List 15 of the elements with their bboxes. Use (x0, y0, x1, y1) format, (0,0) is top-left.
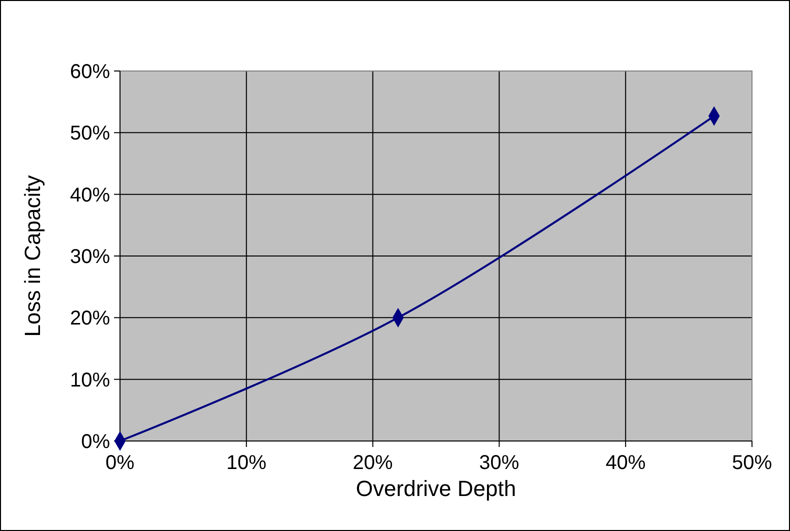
y-tick-label: 10% (70, 369, 110, 392)
y-tick-label: 50% (70, 122, 110, 145)
x-tick-label: 30% (479, 452, 520, 474)
x-tick-label: 0% (106, 452, 135, 474)
x-axis-title: Overdrive Depth (356, 476, 516, 501)
y-tick-label: 40% (70, 184, 110, 206)
y-tick-label: 20% (70, 308, 110, 330)
x-tick-label: 50% (732, 452, 772, 474)
y-axis-title: Loss in Capacity (20, 175, 45, 337)
y-tick-label: 60% (70, 61, 110, 83)
x-tick-label: 10% (226, 452, 267, 474)
x-tick-label: 20% (352, 452, 394, 474)
y-tick-label: 0% (81, 431, 110, 453)
y-tick-label: 30% (70, 246, 110, 268)
x-tick-label: 40% (606, 452, 646, 474)
